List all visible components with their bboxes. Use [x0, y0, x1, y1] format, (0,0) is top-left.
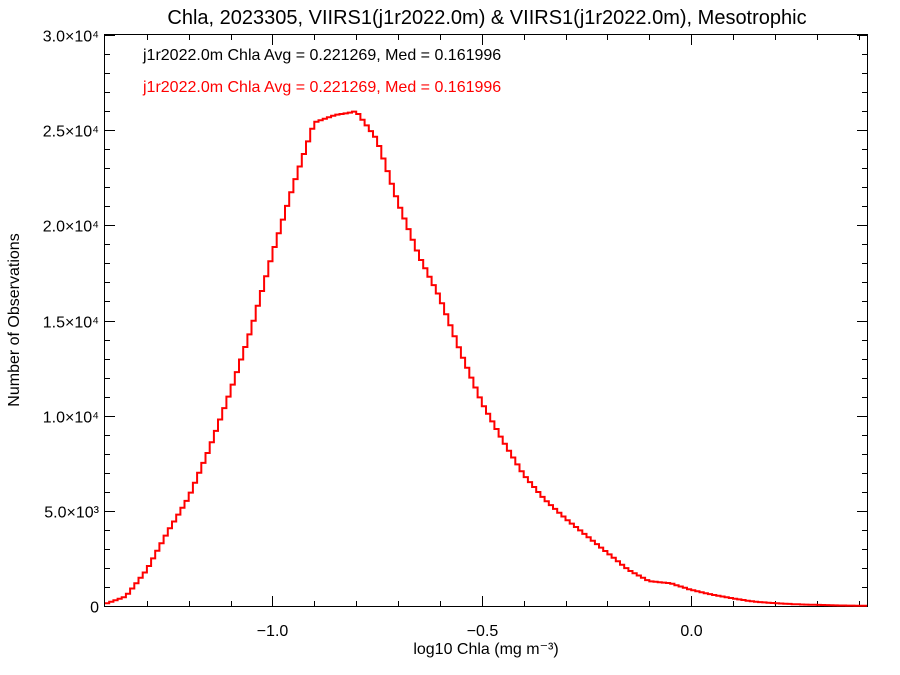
annotation-red: j1r2022.0m Chla Avg = 0.221269, Med = 0.… — [142, 79, 501, 96]
y-tick-label: 1.5×10⁴ — [43, 315, 99, 332]
x-tick-label: 0.0 — [680, 623, 702, 640]
chart-title: Chla, 2023305, VIIRS1(j1r2022.0m) & VIIR… — [167, 7, 806, 29]
x-tick-label: −1.0 — [257, 623, 289, 640]
y-tick-label: 2.0×10⁴ — [43, 219, 99, 236]
y-axis: 0 5.0×10³ 1.0×10⁴ 1.5×10⁴ 2.0×10⁴ 2.5×10⁴ 3.0×… — [43, 29, 867, 617]
y-tick-label: 1.0×10⁴ — [43, 410, 99, 427]
series-line — [105, 110, 867, 607]
x-axis-label: log10 Chla (mg m⁻³) — [413, 641, 558, 658]
plot-frame — [104, 34, 868, 607]
x-axis: −1.0 −0.5 0.0 — [147, 35, 860, 640]
y-tick-label: 0 — [90, 600, 99, 617]
y-tick-label: 5.0×10³ — [44, 505, 99, 522]
y-axis-label: Number of Observations — [6, 233, 23, 406]
annotation-black: j1r2022.0m Chla Avg = 0.221269, Med = 0.… — [142, 47, 501, 64]
y-tick-label: 2.5×10⁴ — [43, 124, 99, 141]
x-tick-label: −0.5 — [467, 623, 499, 640]
y-tick-label: 3.0×10⁴ — [43, 29, 99, 46]
